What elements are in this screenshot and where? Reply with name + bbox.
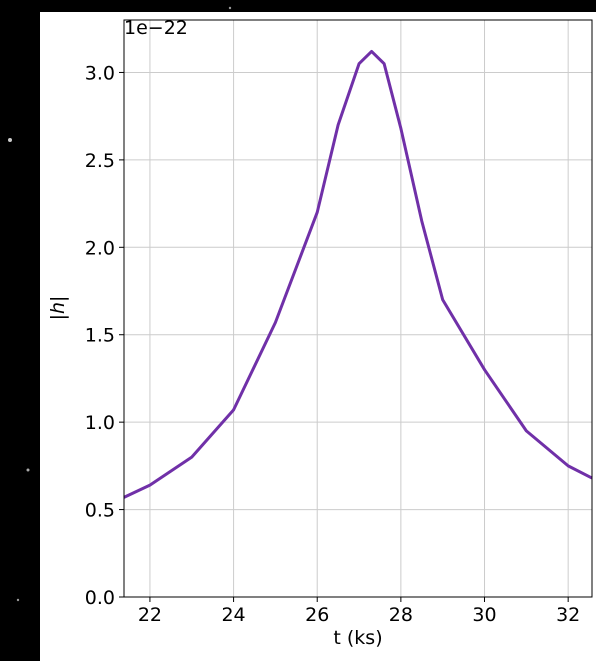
x-tick-label: 30 — [472, 604, 496, 626]
offset-label: 1e−22 — [124, 17, 188, 39]
y-tick-label: 3.0 — [85, 62, 115, 84]
y-tick-label: 2.0 — [85, 237, 115, 259]
x-tick-label: 24 — [221, 604, 245, 626]
x-tick-label: 28 — [389, 604, 413, 626]
y-tick-label: 1.0 — [85, 412, 115, 434]
star — [16, 598, 20, 602]
plot: 0.0 0.5 1.0 1.5 2.0 2.5 3.0 22 24 26 28 30 32 — [85, 19, 593, 626]
star — [228, 6, 232, 10]
line-series — [123, 49, 593, 499]
x-tick-label: 26 — [305, 604, 329, 626]
y-axis-label: |h| — [47, 296, 69, 321]
x-tick-label: 32 — [556, 604, 580, 626]
axes-frame — [123, 19, 593, 598]
star — [8, 138, 12, 142]
y-tick-label: 0.0 — [85, 587, 115, 609]
y-tick-label: 0.5 — [85, 500, 115, 522]
x-tick-label: 22 — [138, 604, 162, 626]
y-tick-label: 2.5 — [85, 150, 115, 172]
x-axis-label: t (ks) — [333, 627, 382, 649]
star — [26, 468, 30, 472]
y-tick-label: 1.5 — [85, 325, 115, 347]
figure — [40, 12, 596, 661]
